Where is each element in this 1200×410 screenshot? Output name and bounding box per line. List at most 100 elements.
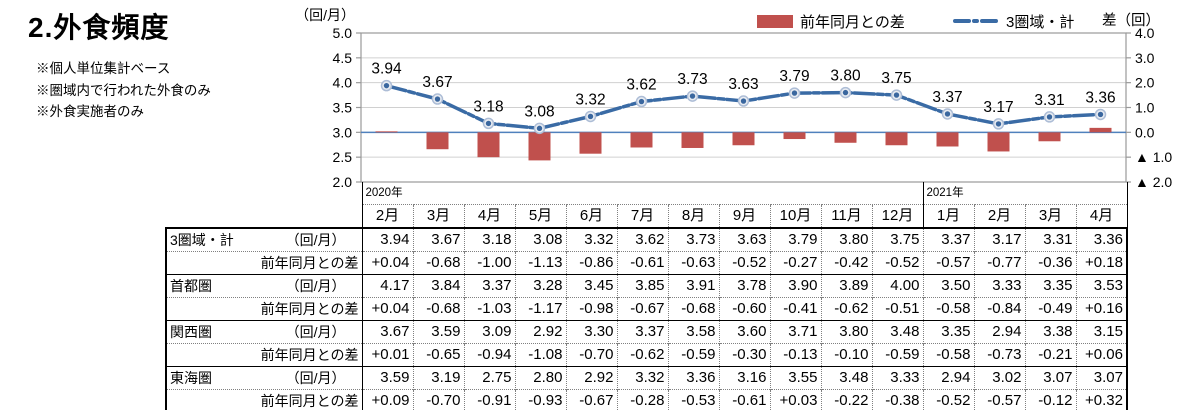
line-marker-dot xyxy=(893,92,900,98)
right-axis-tick-label: ▲ 2.0 xyxy=(1135,174,1172,190)
line-marker-dot xyxy=(689,93,696,99)
value-cell: +0.04 xyxy=(361,251,413,275)
diff-bar xyxy=(987,132,1010,152)
value-cell: 3.28 xyxy=(514,274,566,298)
point-label: 3.94 xyxy=(371,61,402,78)
value-cell: 3.37 xyxy=(922,228,974,252)
unit-label: （回/月） xyxy=(285,324,346,340)
value-cell: 3.09 xyxy=(463,320,515,344)
line-marker-dot xyxy=(944,111,951,117)
month-header: 4月 xyxy=(1075,204,1128,229)
value-cell: 3.60 xyxy=(718,320,770,344)
point-label: 3.32 xyxy=(575,91,605,108)
line-marker-dot xyxy=(383,82,390,89)
value-cell: 3.53 xyxy=(1075,274,1128,298)
value-cell: 3.15 xyxy=(1075,320,1128,344)
value-cell: -0.68 xyxy=(667,297,719,321)
month-header: 2月 xyxy=(361,204,413,229)
value-cell: -0.61 xyxy=(718,389,770,410)
line-marker-dot xyxy=(434,96,441,102)
month-header: 6月 xyxy=(565,204,617,229)
diff-bar xyxy=(579,132,602,154)
value-cell: -0.68 xyxy=(412,251,464,275)
point-label: 3.17 xyxy=(983,99,1013,116)
value-cell: +0.01 xyxy=(361,343,413,367)
total-line xyxy=(384,83,1103,131)
line-marker-dot xyxy=(485,120,492,127)
value-cell: -0.49 xyxy=(1024,297,1076,321)
value-cell: +0.09 xyxy=(361,389,413,410)
value-cell: +0.04 xyxy=(361,297,413,321)
year-label: 2020年 xyxy=(361,182,923,205)
diff-bar xyxy=(477,132,500,158)
value-cell: +0.06 xyxy=(1075,343,1128,367)
point-label: 3.73 xyxy=(677,71,707,88)
diff-bar xyxy=(375,131,398,133)
value-cell: 3.80 xyxy=(820,228,872,252)
left-axis-tick-label: 3.5 xyxy=(333,100,353,116)
value-cell: -0.58 xyxy=(922,297,974,321)
value-cell: 3.58 xyxy=(667,320,719,344)
value-cell: 3.31 xyxy=(1024,228,1076,252)
right-axis-title: 差（回） xyxy=(1102,12,1160,29)
left-axis-tick-label: 2.5 xyxy=(333,149,353,165)
value-cell: -1.03 xyxy=(463,297,515,321)
value-cell: 2.92 xyxy=(514,320,566,344)
value-cell: 3.71 xyxy=(769,320,821,344)
value-cell: -0.86 xyxy=(565,251,617,275)
row-label: 3圏域・計 （回/月） xyxy=(165,227,363,252)
line-marker xyxy=(788,87,801,99)
value-cell: 3.36 xyxy=(667,366,719,390)
value-cell: 3.67 xyxy=(361,320,413,344)
note-line: ※圏域内で行われた外食のみ xyxy=(36,82,211,98)
diff-bar xyxy=(630,132,653,148)
month-header: 11月 xyxy=(820,204,872,229)
value-cell: 3.07 xyxy=(1024,366,1076,390)
value-cell: 3.37 xyxy=(463,274,515,298)
value-cell: 3.80 xyxy=(820,320,872,344)
value-cell: 3.38 xyxy=(1024,320,1076,344)
table-row: 3圏域・計 （回/月） 3.94 3.67 3.18 3.08 3.32 3.62 3.73 3.… xyxy=(165,227,1128,252)
value-cell: 3.18 xyxy=(463,228,515,252)
value-cell: -0.67 xyxy=(565,389,617,410)
diff-bar xyxy=(834,132,857,143)
region-name: 関西圏 xyxy=(170,324,212,340)
point-label: 3.08 xyxy=(524,103,554,120)
value-cell: 3.37 xyxy=(616,320,668,344)
table-row: 前年同月との差 +0.04 -0.68 -1.00 -1.13 -0.86 -0.61 -0.… xyxy=(165,251,1128,275)
row-label: 関西圏 （回/月） xyxy=(165,320,363,344)
row-label: 前年同月との差 xyxy=(165,389,363,410)
value-cell: -0.59 xyxy=(667,343,719,367)
value-cell: 3.19 xyxy=(412,366,464,390)
value-cell: -0.30 xyxy=(718,343,770,367)
value-cell: -0.52 xyxy=(718,251,770,275)
table-row: 前年同月との差 +0.01 -0.65 -0.94 -1.08 -0.70 -0.62 -0.… xyxy=(165,343,1128,367)
value-cell: -0.62 xyxy=(616,343,668,367)
value-cell: 3.94 xyxy=(361,228,413,252)
month-header: 9月 xyxy=(718,204,770,229)
table-row: 前年同月との差 +0.04 -0.68 -1.03 -1.17 -0.98 -0.67 -0.… xyxy=(165,297,1128,321)
line-marker-dot xyxy=(995,121,1002,127)
value-cell: 3.02 xyxy=(973,366,1025,390)
value-cell: 3.59 xyxy=(412,320,464,344)
value-cell: 3.32 xyxy=(565,228,617,252)
value-cell: -0.77 xyxy=(973,251,1025,275)
region-name: 首都圏 xyxy=(170,278,212,294)
legend-bar-label: 前年同月との差 xyxy=(800,14,905,31)
value-cell: -0.52 xyxy=(871,251,923,275)
left-axis-tick-label: 4.0 xyxy=(333,75,353,91)
point-label: 3.31 xyxy=(1034,92,1064,109)
plot-border xyxy=(360,32,1127,183)
right-axis-tick-label: 0.0 xyxy=(1135,124,1155,140)
diff-bar xyxy=(885,132,908,146)
value-cell: 3.79 xyxy=(769,228,821,252)
value-cell: 3.89 xyxy=(820,274,872,298)
value-cell: 3.78 xyxy=(718,274,770,298)
notes: ※個人単位集計ベース ※圏域内で行われた外食のみ ※外食実施者のみ xyxy=(36,58,211,123)
diff-bar xyxy=(783,132,806,140)
value-cell: 3.67 xyxy=(412,228,464,252)
diff-bar xyxy=(936,132,959,147)
right-axis-tick-label: 2.0 xyxy=(1135,75,1155,91)
line-marker xyxy=(890,89,903,101)
